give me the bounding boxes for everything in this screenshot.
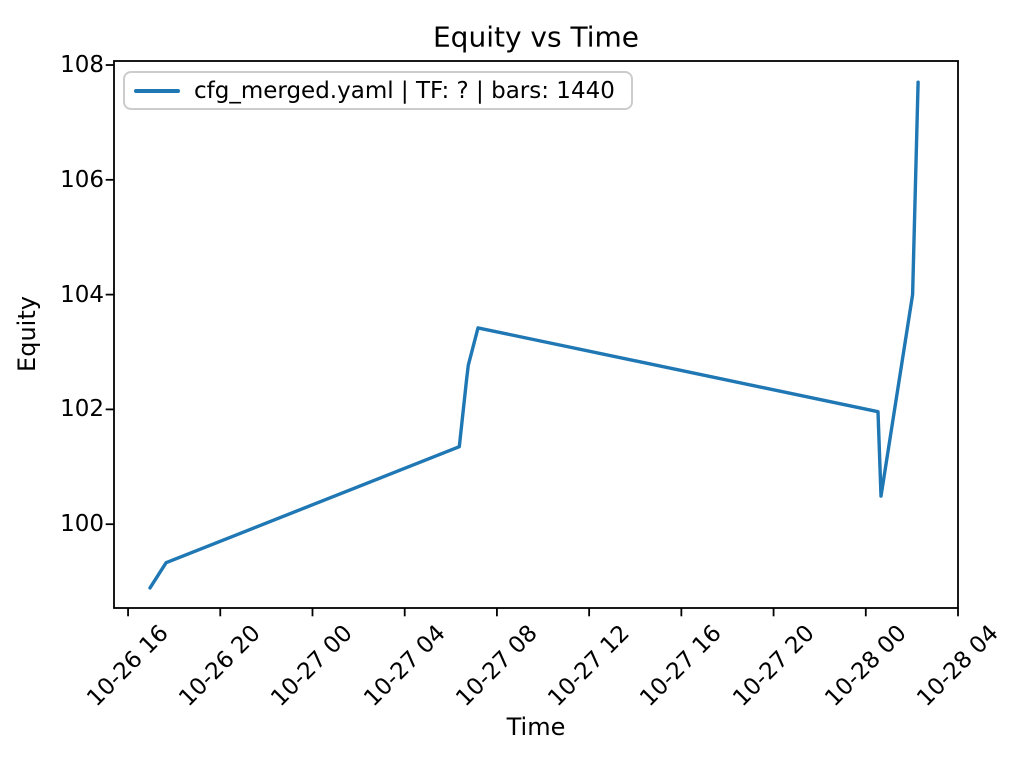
plot-border: [113, 60, 959, 609]
x-tick-marks: [127, 608, 959, 617]
x-axis-label: Time: [506, 713, 566, 741]
y-tick-label: 104: [60, 281, 104, 308]
equity-line: [148, 80, 920, 590]
y-tick-label: 106: [60, 166, 104, 193]
legend-label: cfg_merged.yaml | TF: ? | bars: 1440: [194, 77, 615, 104]
legend-line-swatch: [134, 88, 180, 93]
chart-title: Equity vs Time: [432, 20, 640, 54]
y-tick-label: 108: [60, 52, 104, 79]
legend-box: cfg_merged.yaml | TF: ? | bars: 1440: [123, 71, 633, 110]
y-tick-marks: [105, 64, 114, 526]
y-tick-label: 100: [60, 511, 104, 538]
y-tick-label: 102: [60, 396, 104, 423]
